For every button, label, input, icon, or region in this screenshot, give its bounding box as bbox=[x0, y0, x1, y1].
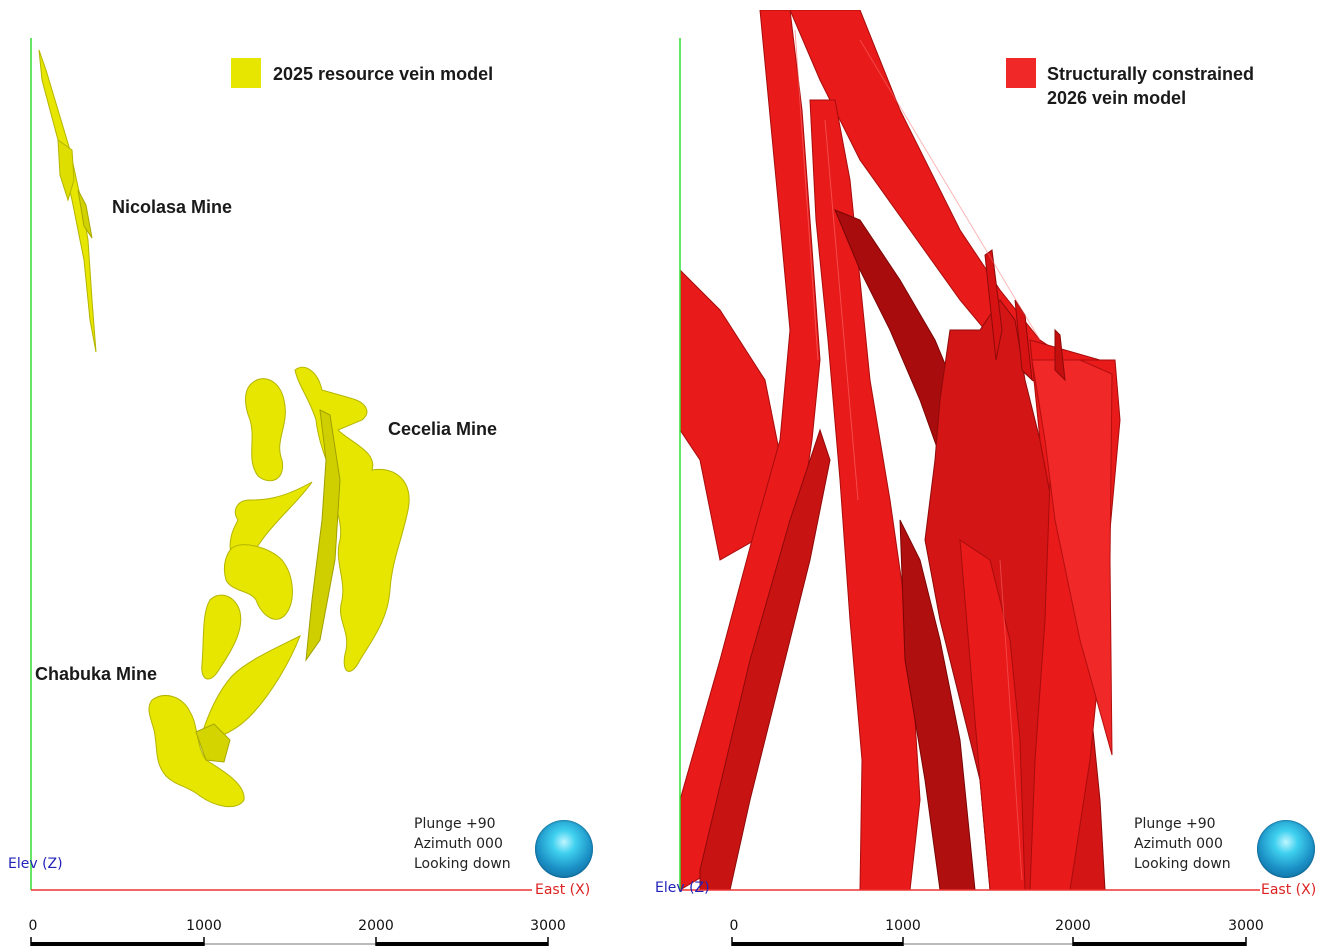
chabuka-mine-label: Chabuka Mine bbox=[35, 664, 158, 684]
legend-swatch-2025 bbox=[231, 58, 261, 88]
scale-tick-1000: 1000 bbox=[186, 918, 222, 934]
looking-text-right: Looking down bbox=[1134, 856, 1231, 872]
chabuka-vein-model bbox=[148, 481, 313, 808]
orientation-info-right: Plunge +90 Azimuth 000 Looking down bbox=[1134, 814, 1231, 874]
left-panel-graphics bbox=[30, 38, 532, 891]
cecelia-vein-model bbox=[245, 366, 410, 672]
legend-label-2026-line1: Structurally constrained bbox=[1047, 64, 1255, 84]
plunge-text: Plunge +90 bbox=[414, 816, 496, 832]
legend-label-2025: 2025 resource vein model bbox=[273, 64, 494, 84]
scale-tick-2000: 2000 bbox=[358, 918, 394, 934]
scale-tick-0-right: 0 bbox=[729, 918, 739, 934]
scale-tick-3000-right: 3000 bbox=[1228, 918, 1264, 934]
left-scale-bar bbox=[30, 937, 549, 946]
right-scale-bar bbox=[731, 937, 1247, 946]
legend-label-2026: Structurally constrained 2026 vein model bbox=[1047, 62, 1254, 110]
elevation-axis-label-right: Elev (Z) bbox=[655, 880, 710, 896]
looking-text: Looking down bbox=[414, 856, 511, 872]
legend-swatch-2026 bbox=[1006, 58, 1036, 88]
azimuth-text: Azimuth 000 bbox=[414, 836, 503, 852]
view-orientation-globe-icon[interactable] bbox=[535, 820, 593, 878]
azimuth-text-right: Azimuth 000 bbox=[1134, 836, 1223, 852]
right-panel-graphics bbox=[679, 10, 1260, 891]
right-panel-2026-model: Structurally constrained 2026 vein model… bbox=[655, 0, 1327, 951]
east-axis-label: East (X) bbox=[535, 882, 591, 898]
cecelia-mine-label: Cecelia Mine bbox=[388, 419, 498, 439]
orientation-info: Plunge +90 Azimuth 000 Looking down bbox=[414, 814, 511, 874]
nicolasa-mine-label: Nicolasa Mine bbox=[112, 197, 233, 217]
nicolasa-vein-model bbox=[38, 49, 97, 353]
scale-tick-3000: 3000 bbox=[530, 918, 566, 934]
elevation-axis-label: Elev (Z) bbox=[8, 856, 63, 872]
legend-label-2026-line2: 2026 vein model bbox=[1047, 88, 1187, 108]
scale-tick-0: 0 bbox=[28, 918, 38, 934]
view-orientation-globe-icon-right[interactable] bbox=[1257, 820, 1315, 878]
left-panel-2025-model: 2025 resource vein model Nicolasa Mine C… bbox=[0, 0, 660, 951]
scale-tick-1000-right: 1000 bbox=[885, 918, 921, 934]
east-axis-label-right: East (X) bbox=[1261, 882, 1317, 898]
structural-vein-model bbox=[680, 10, 1121, 890]
scale-tick-2000-right: 2000 bbox=[1055, 918, 1091, 934]
plunge-text-right: Plunge +90 bbox=[1134, 816, 1216, 832]
